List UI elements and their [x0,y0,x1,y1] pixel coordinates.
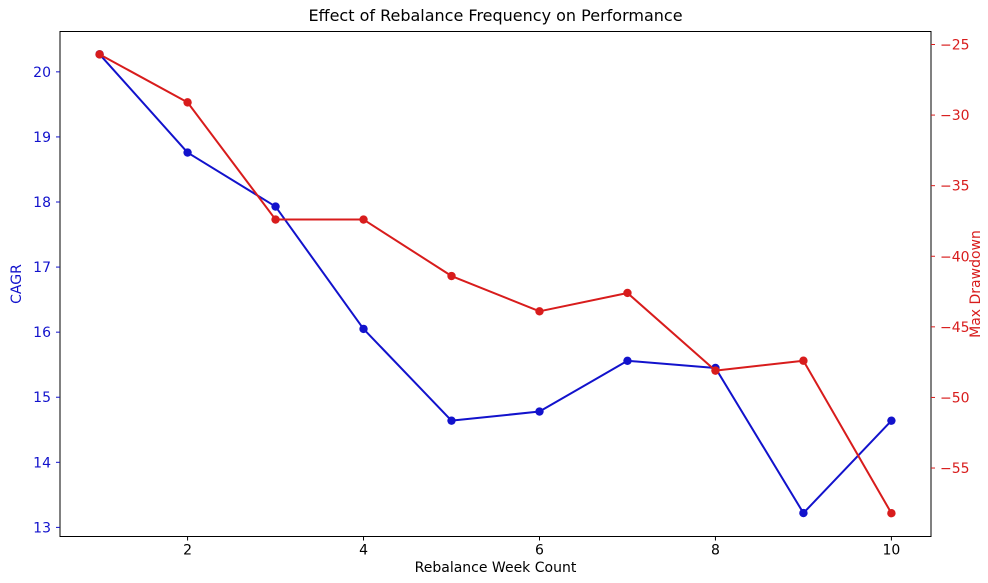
right-tick-label: −25 [940,37,970,53]
data-point-max-drawdown [271,215,280,224]
left-tick-label: 17 [33,260,51,276]
right-tick-label: −35 [940,179,970,195]
right-tick-label: −45 [940,320,970,336]
left-tick-label: 19 [33,130,51,146]
data-point-cagr [535,407,544,416]
right-tick-label: −30 [940,108,970,124]
data-point-max-drawdown [711,366,720,375]
data-point-max-drawdown [183,98,192,107]
data-point-cagr [887,416,896,425]
data-point-cagr [359,324,368,334]
chart-title: Effect of Rebalance Frequency on Perform… [308,6,683,25]
series-line-max-drawdown [98,53,893,515]
data-point-cagr [799,508,808,518]
left-tick-label: 15 [33,390,51,406]
data-point-cagr [271,202,280,211]
data-point-cagr [623,356,632,365]
data-point-cagr [447,416,456,425]
right-tick-label: −55 [940,461,970,477]
left-tick-label: 16 [33,325,51,341]
axes-frame [59,31,932,537]
x-tick-label: 4 [359,543,368,559]
series-line-cagr [98,53,893,515]
right-tick-label: −40 [940,249,970,265]
data-point-max-drawdown [535,307,544,316]
x-tick-label: 10 [882,543,900,559]
left-tick-label: 20 [33,65,51,81]
data-point-max-drawdown [623,288,632,298]
data-point-max-drawdown [799,356,808,365]
data-point-cagr [183,148,192,157]
x-tick-label: 8 [711,543,720,559]
data-point-max-drawdown [359,215,368,224]
x-axis-label: Rebalance Week Count [414,560,577,576]
x-tick-label: 6 [535,543,544,559]
left-tick-label: 14 [33,455,51,471]
data-point-max-drawdown [447,271,456,281]
data-point-max-drawdown [887,509,896,518]
data-point-max-drawdown [95,50,104,59]
left-tick-label: 18 [33,195,51,211]
x-tick-label: 2 [183,543,192,559]
right-tick-label: −50 [940,390,970,406]
left-tick-label: 13 [33,520,51,536]
